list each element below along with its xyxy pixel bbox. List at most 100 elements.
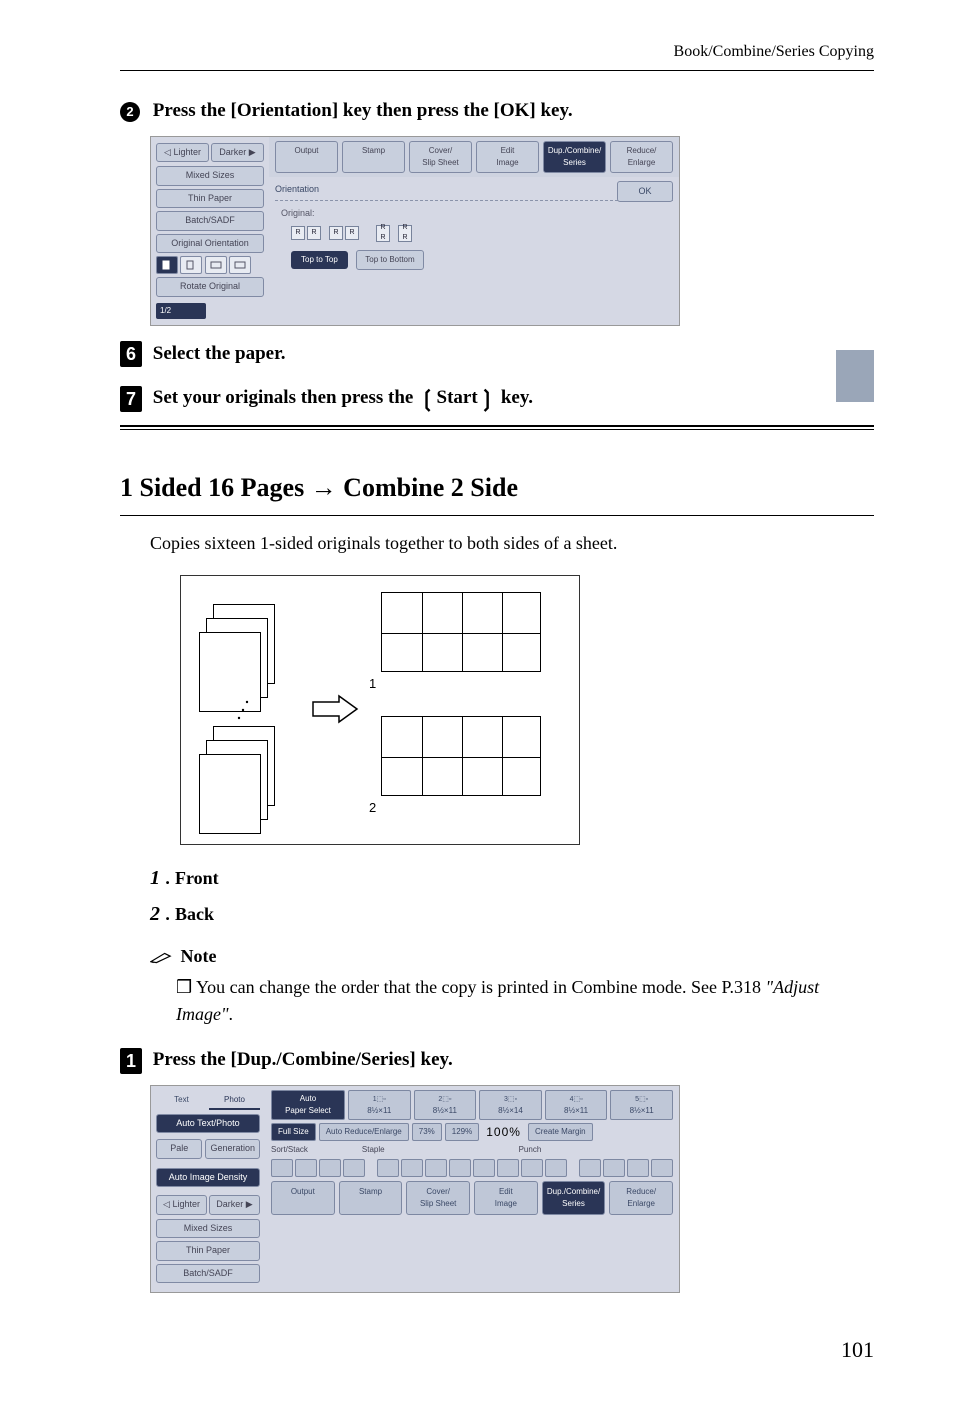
- finishing-icon[interactable]: [603, 1159, 625, 1177]
- tab-photo[interactable]: Photo: [209, 1092, 260, 1110]
- tab-output[interactable]: Output: [275, 141, 338, 173]
- tab-dup-combine[interactable]: Dup./Combine/ Series: [543, 141, 606, 173]
- scale-display: 100%: [482, 1123, 525, 1141]
- start-key-bracket-open: ❲: [418, 386, 436, 411]
- section-title: 1 Sided 16 Pages → Combine 2 Side: [120, 468, 874, 507]
- start-key-ref: Start: [437, 387, 478, 408]
- note-heading: Note: [150, 943, 874, 970]
- function-tab-bar: Output Stamp Cover/ Slip Sheet Edit Imag…: [269, 137, 679, 177]
- auto-reduce-enlarge-button[interactable]: Auto Reduce/Enlarge: [319, 1123, 409, 1141]
- mixed-sizes-button-2[interactable]: Mixed Sizes: [156, 1219, 260, 1239]
- finishing-icon[interactable]: [271, 1159, 293, 1177]
- dup-combine-tab[interactable]: Dup./Combine/ Series: [542, 1181, 606, 1215]
- orientation-icon-landscape-a[interactable]: [205, 256, 227, 274]
- tray-5[interactable]: 5⬚▫8½×11: [610, 1090, 673, 1121]
- darker-button-2[interactable]: Darker ▶: [209, 1195, 260, 1215]
- tray-2[interactable]: 2⬚▫8½×11: [414, 1090, 477, 1121]
- finishing-icon[interactable]: [521, 1159, 543, 1177]
- tray-4[interactable]: 4⬚▫8½×11: [545, 1090, 608, 1121]
- arrow-icon: [311, 694, 361, 724]
- step-2-num: 2: [120, 102, 140, 122]
- lighter-button-2[interactable]: ◁ Lighter: [156, 1195, 207, 1215]
- mixed-sizes-button[interactable]: Mixed Sizes: [156, 166, 264, 186]
- rotate-original-button[interactable]: Rotate Original: [156, 277, 264, 297]
- finishing-icon[interactable]: [651, 1159, 673, 1177]
- orientation-icon-landscape-b[interactable]: [229, 256, 251, 274]
- full-size-button[interactable]: Full Size: [271, 1123, 316, 1141]
- finishing-icon[interactable]: [449, 1159, 471, 1177]
- auto-text-photo-button[interactable]: Auto Text/Photo: [156, 1114, 260, 1134]
- sort-stack-label: Sort/Stack: [271, 1144, 308, 1156]
- darker-button[interactable]: Darker ▶: [211, 143, 264, 163]
- finishing-icon[interactable]: [579, 1159, 601, 1177]
- auto-density-button[interactable]: Auto Image Density: [156, 1168, 260, 1188]
- start-key-bracket-close: ❳: [478, 386, 496, 411]
- step-7: 7 Set your originals then press the ❲Sta…: [120, 382, 874, 415]
- orientation-icon-portrait[interactable]: [180, 256, 202, 274]
- step-1-bottom-num: 1: [120, 1048, 142, 1074]
- finishing-icon[interactable]: [473, 1159, 495, 1177]
- orientation-screenshot: ◁ Lighter Darker ▶ Mixed Sizes Thin Pape…: [150, 136, 680, 326]
- stamp-tab[interactable]: Stamp: [339, 1181, 403, 1215]
- auto-paper-select-button[interactable]: Auto Paper Select: [271, 1090, 345, 1121]
- diagram-label-2: 2: [369, 798, 376, 818]
- orientation-label: Orientation: [275, 183, 673, 197]
- note-body: ❒ You can change the order that the copy…: [176, 974, 874, 1028]
- edit-image-tab[interactable]: Edit Image: [474, 1181, 538, 1215]
- create-margin-button[interactable]: Create Margin: [528, 1123, 593, 1141]
- combine-diagram: 1 2: [180, 575, 580, 845]
- finishing-icon[interactable]: [319, 1159, 341, 1177]
- batch-sadf-button-2[interactable]: Batch/SADF: [156, 1264, 260, 1284]
- running-header: Book/Combine/Series Copying: [120, 40, 874, 64]
- batch-sadf-button[interactable]: Batch/SADF: [156, 211, 264, 231]
- generation-button[interactable]: Generation: [205, 1139, 260, 1159]
- step-6: 6 Select the paper.: [120, 340, 874, 369]
- thin-paper-button-2[interactable]: Thin Paper: [156, 1241, 260, 1261]
- finishing-icon[interactable]: [425, 1159, 447, 1177]
- finishing-icon[interactable]: [497, 1159, 519, 1177]
- stack-dots: [211, 696, 271, 756]
- finishing-icon[interactable]: [295, 1159, 317, 1177]
- original-orientation-button[interactable]: Original Orientation: [156, 234, 264, 254]
- tab-edit-image[interactable]: Edit Image: [476, 141, 539, 173]
- cover-slip-tab[interactable]: Cover/ Slip Sheet: [406, 1181, 470, 1215]
- finishing-icon[interactable]: [401, 1159, 423, 1177]
- pencil-icon: [150, 952, 172, 964]
- orientation-key-ref: [Orientation]: [231, 100, 339, 121]
- finishing-icon[interactable]: [627, 1159, 649, 1177]
- tab-text[interactable]: Text: [156, 1092, 207, 1110]
- step-7-num: 7: [120, 386, 142, 412]
- tray-1[interactable]: 1⬚▫8½×11: [348, 1090, 411, 1121]
- top-to-top-button[interactable]: Top to Top: [291, 251, 348, 269]
- dup-combine-key-ref: [Dup./Combine/Series]: [231, 1049, 416, 1070]
- legend-item-1: 1. Front: [150, 863, 874, 893]
- section-description: Copies sixteen 1-sided originals togethe…: [150, 530, 874, 557]
- pale-button[interactable]: Pale: [156, 1139, 202, 1159]
- finishing-icon[interactable]: [377, 1159, 399, 1177]
- diagram-label-1: 1: [369, 674, 376, 694]
- page-number: 101: [120, 1333, 874, 1366]
- step-6-num: 6: [120, 341, 142, 367]
- ok-button[interactable]: OK: [617, 181, 673, 203]
- tab-stamp[interactable]: Stamp: [342, 141, 405, 173]
- reduce-enlarge-tab[interactable]: Reduce/ Enlarge: [609, 1181, 673, 1215]
- lighter-button[interactable]: ◁ Lighter: [156, 143, 209, 163]
- ok-key-ref: [OK]: [494, 100, 536, 121]
- orientation-preview-row1b: RR RR: [376, 225, 412, 242]
- tab-reduce-enlarge[interactable]: Reduce/ Enlarge: [610, 141, 673, 173]
- side-page-tab: [836, 350, 874, 402]
- top-to-bottom-button[interactable]: Top to Bottom: [356, 250, 423, 270]
- scale-73-button[interactable]: 73%: [412, 1123, 442, 1141]
- orientation-preview-row1: RR RR: [291, 226, 359, 240]
- orientation-icon-portrait-selected[interactable]: [156, 256, 178, 274]
- tray-3[interactable]: 3⬚▫8½×14: [479, 1090, 542, 1121]
- output-tab[interactable]: Output: [271, 1181, 335, 1215]
- main-copy-screenshot: Text Photo Auto Text/Photo Pale Generati…: [150, 1085, 680, 1294]
- tab-cover-slip[interactable]: Cover/ Slip Sheet: [409, 141, 472, 173]
- finishing-icon[interactable]: [545, 1159, 567, 1177]
- original-label: Original:: [281, 207, 673, 221]
- page-indicator: 1/2: [156, 303, 206, 319]
- scale-129-button[interactable]: 129%: [445, 1123, 479, 1141]
- finishing-icon[interactable]: [343, 1159, 365, 1177]
- thin-paper-button[interactable]: Thin Paper: [156, 189, 264, 209]
